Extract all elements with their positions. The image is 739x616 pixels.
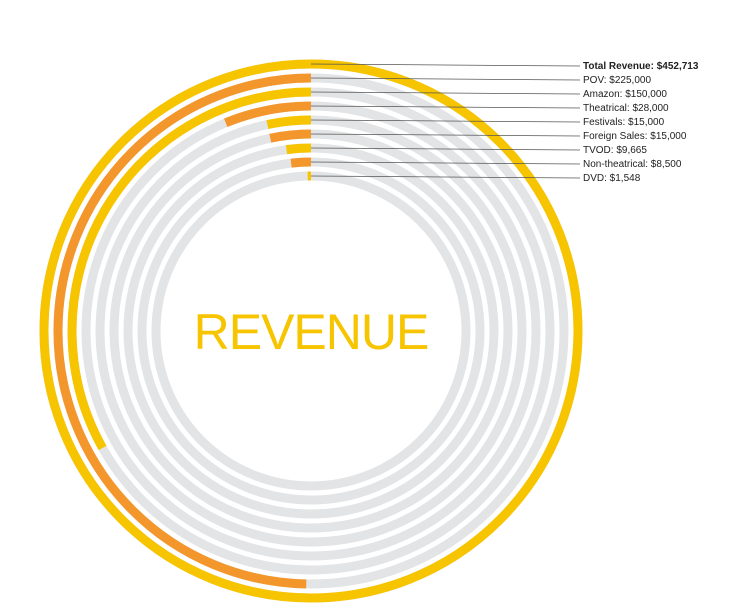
leader-line-theatrical: [310, 105, 581, 109]
legend-label-pov: POV: $225,000: [583, 75, 651, 86]
leader-line-festivals: [310, 119, 581, 123]
ring-arc-non-theatrical: [290, 157, 312, 168]
chart-title: REVENUE: [194, 304, 429, 360]
leader-line-foreign-sales: [310, 133, 581, 137]
ring-arc-pov: [53, 73, 312, 589]
leader-lines-group: [310, 63, 581, 179]
leader-line-pov: [310, 77, 581, 81]
ring-arc-theatrical: [224, 101, 312, 127]
leader-line-non-theatrical: [310, 161, 581, 165]
legend-label-festivals: Festivals: $15,000: [583, 117, 665, 128]
leader-line-dvd: [310, 175, 581, 179]
legend-label-amazon: Amazon: $150,000: [583, 89, 667, 100]
ring-arc-amazon: [67, 87, 312, 451]
legend-label-tvod: TVOD: $9,665: [583, 145, 647, 156]
ring-arc-festivals: [266, 115, 312, 129]
leader-line-total-revenue: [310, 63, 581, 67]
legend-label-dvd: DVD: $1,548: [583, 173, 641, 184]
legend-label-non-theatrical: Non-theatrical: $8,500: [583, 159, 682, 170]
legend-label-theatrical: Theatrical: $28,000: [583, 103, 669, 114]
leader-line-amazon: [310, 91, 581, 95]
ring-arc-total-revenue: [39, 59, 583, 603]
legend-label-foreign-sales: Foreign Sales: $15,000: [583, 131, 687, 142]
legend-label-total-revenue: Total Revenue: $452,713: [583, 61, 699, 72]
leader-line-tvod: [310, 147, 581, 151]
ring-arc-tvod: [285, 143, 312, 155]
ring-arc-foreign-sales: [269, 129, 312, 143]
legend-labels-group: Total Revenue: $452,713 POV: $225,000 Amaz…: [583, 61, 699, 184]
